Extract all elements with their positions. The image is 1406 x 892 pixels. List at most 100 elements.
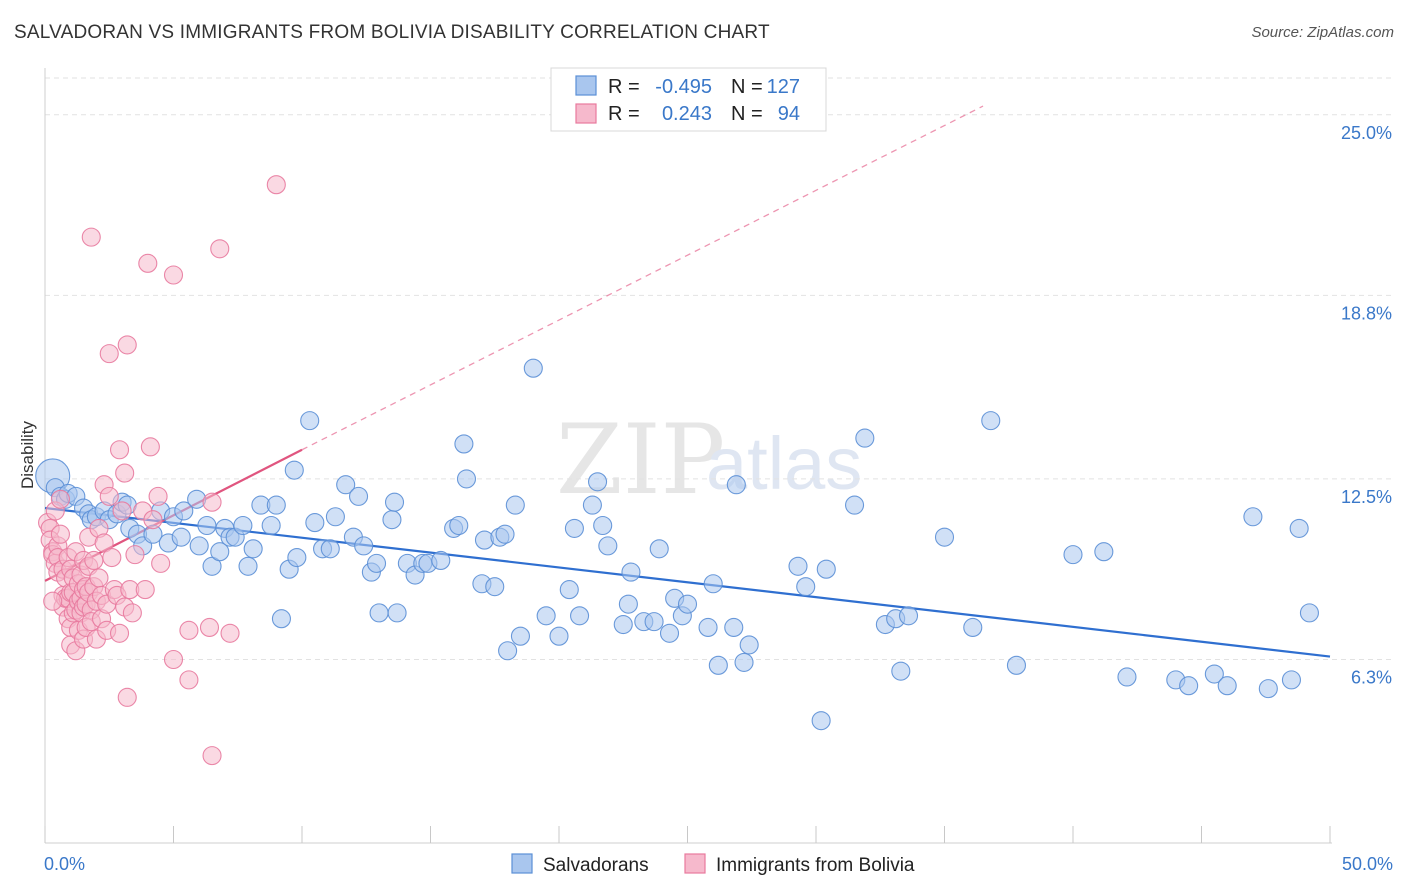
scatter-point (505, 495, 525, 515)
scatter-point (788, 556, 808, 576)
scatter-point (474, 530, 495, 550)
scatter-point (1063, 545, 1083, 565)
scatter-point (485, 577, 505, 597)
series-legend-swatch-salvadorans (511, 853, 533, 874)
scatter-point (644, 612, 664, 632)
scatter-point (1243, 507, 1263, 527)
scatter-point (81, 227, 101, 247)
legend-r-value-1: -0.495 (655, 76, 712, 98)
scatter-point (559, 580, 579, 600)
scatter-point (109, 623, 130, 643)
scatter-point (140, 437, 160, 457)
scatter-point (102, 547, 122, 568)
scatter-point (320, 539, 340, 559)
watermark-atlas: atlas (706, 422, 862, 505)
scatter-point (233, 515, 253, 536)
scatter-point (151, 553, 171, 573)
scatter-points (35, 175, 1319, 766)
scatter-point (99, 344, 119, 364)
scatter-point (243, 539, 263, 559)
scatter-point (387, 603, 407, 623)
scatter-point (125, 545, 145, 565)
scatter-point (50, 489, 70, 509)
scatter-point (564, 518, 584, 538)
scatter-point (698, 617, 718, 637)
scatter-point (613, 614, 633, 635)
watermark-zip: ZIP (556, 404, 725, 516)
scatter-point (112, 501, 132, 521)
scatter-point (287, 547, 307, 568)
scatter-point (135, 580, 155, 600)
legend-n-value-1: 127 (767, 76, 800, 98)
scatter-point (284, 460, 304, 480)
axes: 0.0% 50.0% (44, 68, 1393, 874)
scatter-point (84, 550, 104, 571)
scatter-point (898, 606, 919, 626)
scatter-point (523, 358, 543, 378)
scatter-point (354, 536, 374, 556)
scatter-point (1289, 518, 1309, 538)
scatter-point (708, 655, 728, 675)
series-legend-swatch-bolivia (684, 853, 706, 874)
x-tick-label: 50.0% (1342, 854, 1393, 874)
y-tick-label: 18.8% (1341, 303, 1392, 323)
scatter-point (796, 577, 816, 597)
scatter-point (498, 641, 518, 661)
scatter-point (99, 486, 119, 506)
y-tick-label: 25.0% (1341, 123, 1392, 143)
scatter-point (582, 495, 602, 515)
scatter-point (148, 486, 168, 506)
scatter-point (266, 175, 286, 195)
scatter-point (431, 550, 451, 571)
scatter-point (724, 617, 744, 637)
scatter-point (598, 536, 618, 556)
scatter-point (618, 594, 638, 614)
scatter-point (336, 475, 356, 495)
scatter-point (369, 603, 389, 623)
scatter-point (117, 687, 137, 707)
scatter-point (122, 603, 142, 623)
scatter-point (659, 623, 680, 643)
scatter-point (734, 652, 754, 672)
scatter-point (456, 469, 477, 489)
scatter-point (891, 661, 911, 681)
scatter-point (348, 486, 369, 506)
scatter-point (1258, 679, 1278, 699)
source-label: Source: ZipAtlas.com (1251, 24, 1394, 41)
scatter-point (202, 746, 222, 766)
scatter-point (1217, 676, 1237, 696)
scatter-point (621, 562, 641, 582)
scatter-point (117, 335, 137, 355)
stats-legend: R = -0.495 N = 127 R = 0.243 N = 94 (550, 67, 827, 132)
scatter-point (495, 524, 515, 544)
scatter-point (300, 411, 320, 431)
scatter-point (305, 513, 325, 533)
scatter-point (816, 559, 836, 579)
scatter-point (703, 574, 723, 594)
y-tick-label: 6.3% (1351, 667, 1392, 687)
legend-r-label-2: R = (608, 103, 640, 125)
scatter-point (189, 536, 209, 556)
scatter-point (179, 620, 199, 640)
scatter-point (449, 515, 469, 536)
scatter-point (366, 553, 387, 573)
series-legend-label-salvadorans: Salvadorans (543, 855, 649, 876)
scatter-point (210, 542, 230, 562)
scatter-point (593, 515, 613, 536)
scatter-point (202, 492, 222, 512)
scatter-point (179, 670, 199, 690)
scatter-point (1281, 670, 1301, 690)
trend-line-bolivia-extended (301, 105, 984, 451)
scatter-point (454, 434, 474, 454)
trend-line-salvadorans (44, 506, 1331, 658)
scatter-point (174, 501, 194, 521)
scatter-point (1299, 603, 1319, 623)
legend-n-value-2: 94 (778, 103, 800, 125)
scatter-point (187, 489, 207, 509)
scatter-point (171, 527, 191, 547)
scatter-point (163, 649, 184, 670)
scatter-point (43, 591, 63, 611)
scatter-point (934, 527, 955, 547)
series-legend: Salvadorans Immigrants from Bolivia (511, 853, 915, 876)
legend-swatch-salvadorans (575, 75, 597, 96)
